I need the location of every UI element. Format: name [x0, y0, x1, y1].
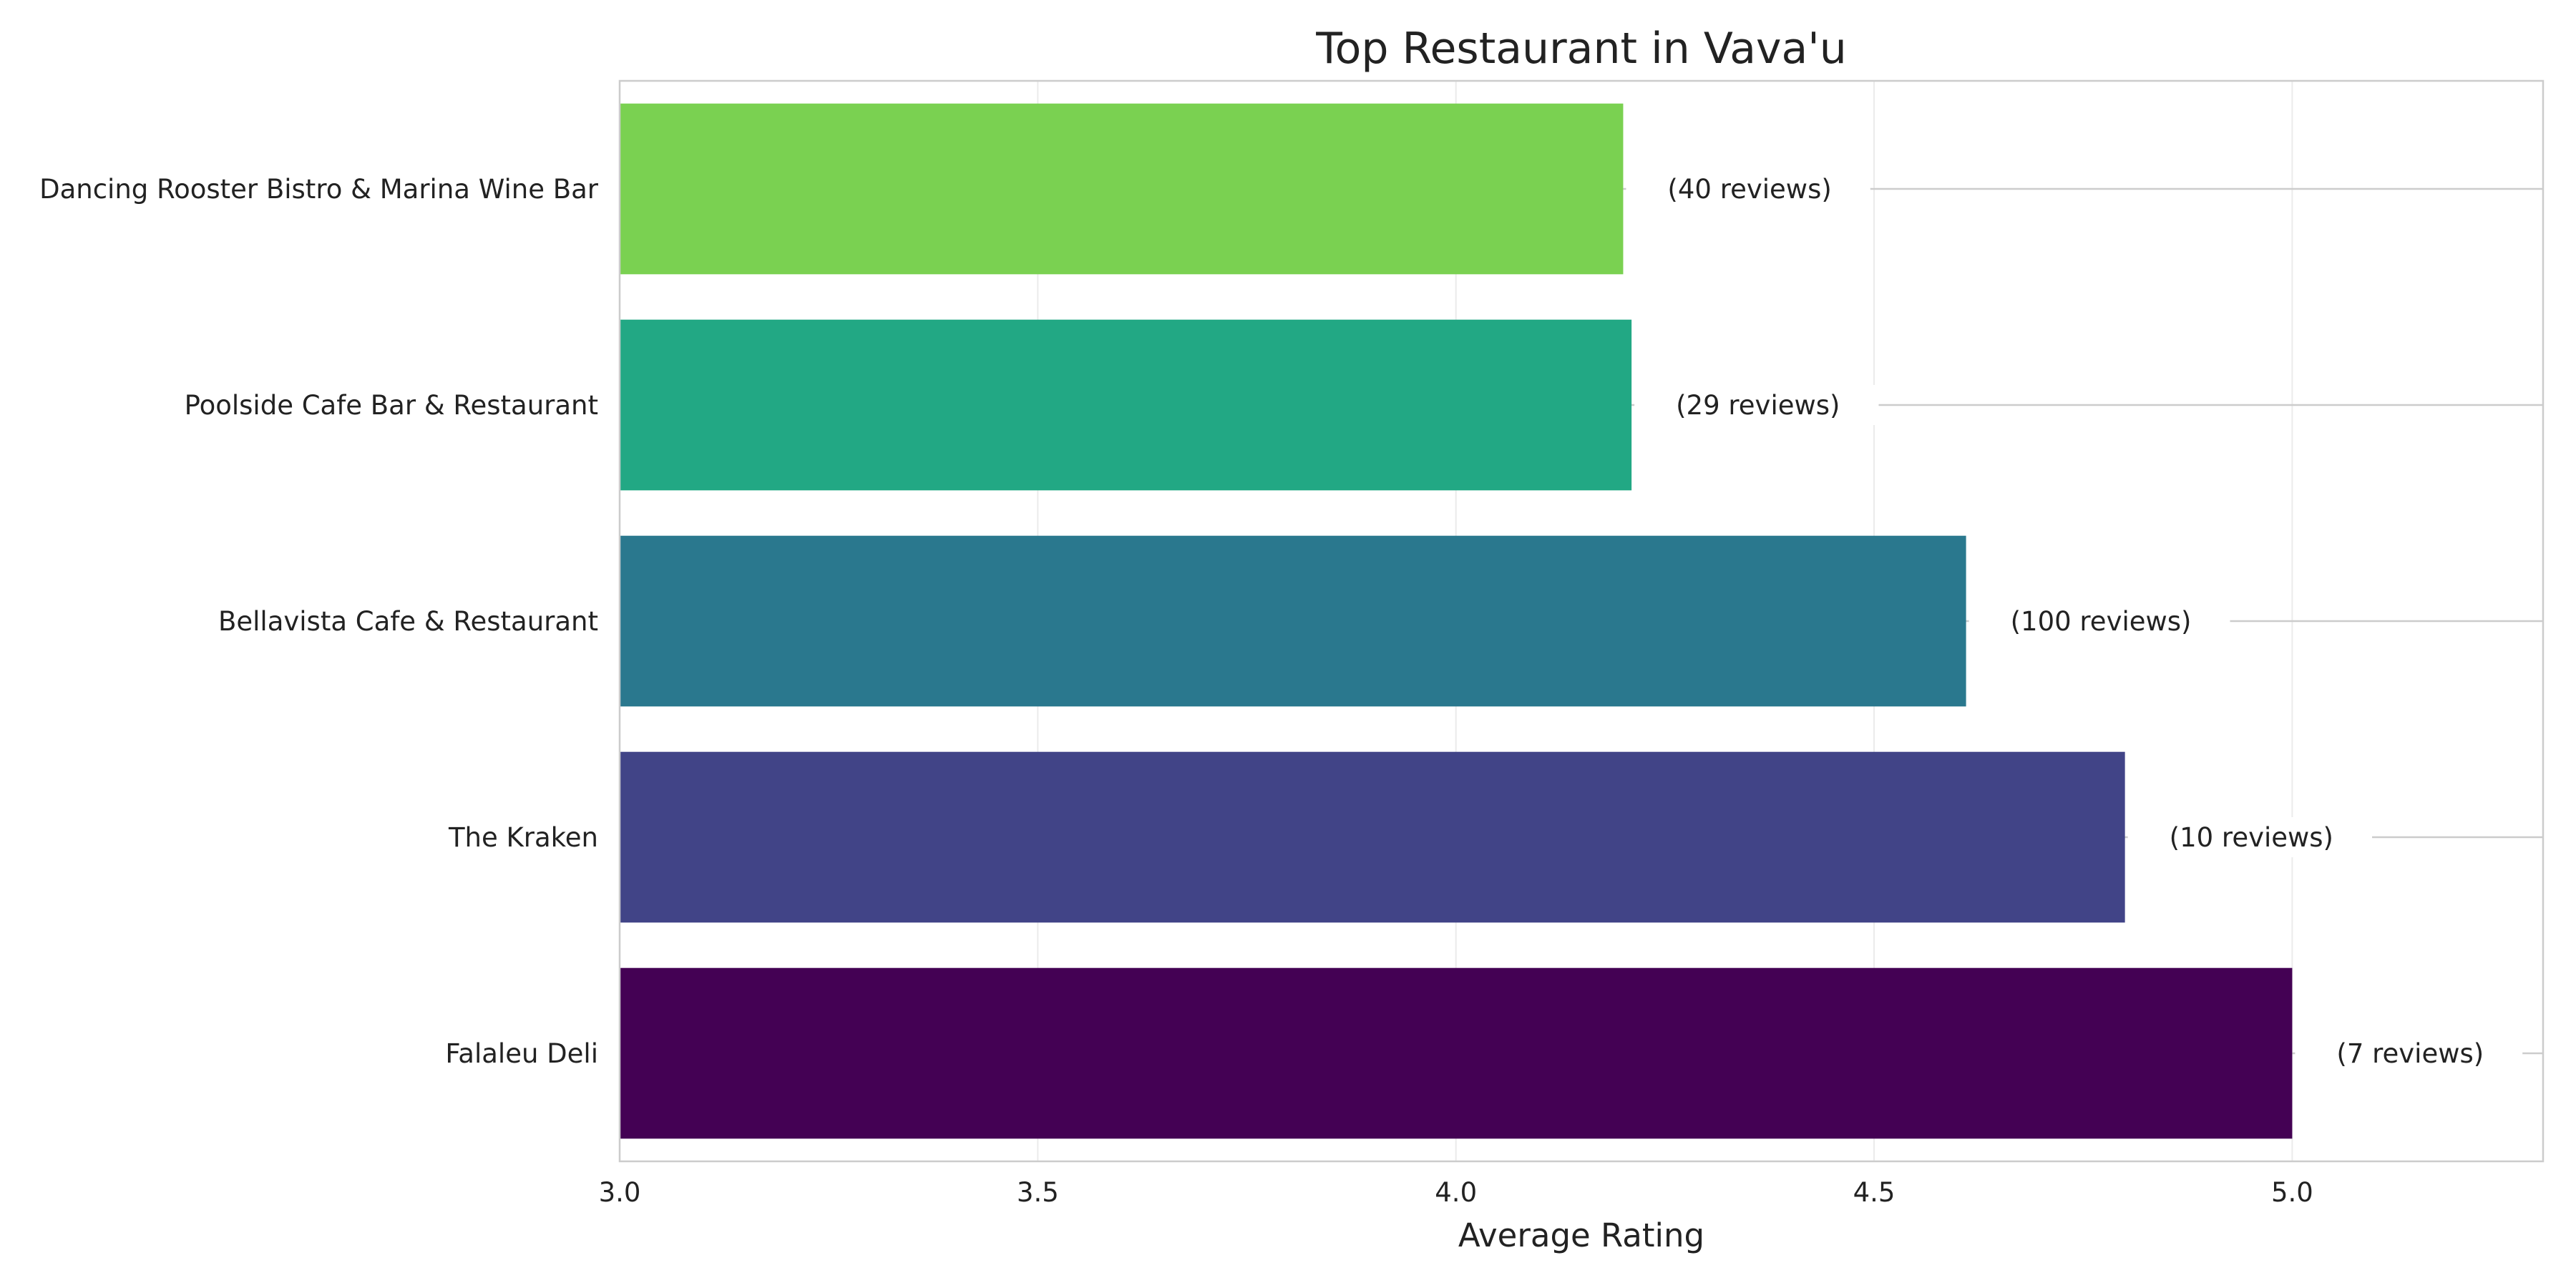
- x-tick-label: 4.5: [1853, 1177, 1896, 1208]
- data-label: (7 reviews): [2336, 1038, 2484, 1069]
- x-tick-label: 3.0: [599, 1177, 641, 1208]
- bar: [620, 319, 1632, 491]
- x-tick-label: 3.5: [1017, 1177, 1059, 1208]
- x-tick-label: 4.0: [1435, 1177, 1477, 1208]
- data-label-background: [1634, 385, 1879, 425]
- data-label: (100 reviews): [2011, 606, 2192, 637]
- plot-frame: [618, 79, 2545, 1163]
- bar: [620, 967, 2293, 1139]
- x-tick-labels: 3.0 3.5 4.0 4.5 5.0: [599, 1177, 2313, 1208]
- data-label-background: [2295, 1033, 2523, 1073]
- y-tick-label: Bellavista Cafe & Restaurant: [218, 606, 598, 637]
- data-label: (29 reviews): [1676, 390, 1840, 421]
- bar: [620, 103, 1624, 275]
- y-tick-label: Poolside Cafe Bar & Restaurant: [185, 390, 598, 421]
- data-label-background: [1968, 601, 2230, 641]
- data-labels: (40 reviews) (29 reviews) (100 reviews) (10…: [1667, 174, 2484, 1069]
- x-tick-label: 5.0: [2271, 1177, 2313, 1208]
- plot-border: [618, 79, 2545, 1163]
- x-axis-label: Average Rating: [1458, 1216, 1704, 1254]
- data-label-background: [1626, 169, 1870, 209]
- bars: [620, 103, 2523, 1139]
- chart-title: Top Restaurant in Vava'u: [1315, 24, 1847, 74]
- y-tick-label: Falaleu Deli: [445, 1038, 598, 1069]
- bar: [620, 751, 2125, 923]
- data-label: (10 reviews): [2170, 822, 2333, 853]
- y-tick-label: The Kraken: [448, 822, 598, 853]
- bar: [620, 535, 1966, 707]
- data-label-background: [2127, 817, 2373, 857]
- y-tick-labels: Dancing Rooster Bistro & Marina Wine Bar…: [39, 174, 599, 1069]
- y-tick-label: Dancing Rooster Bistro & Marina Wine Bar: [39, 174, 599, 205]
- data-label: (40 reviews): [1667, 174, 1831, 205]
